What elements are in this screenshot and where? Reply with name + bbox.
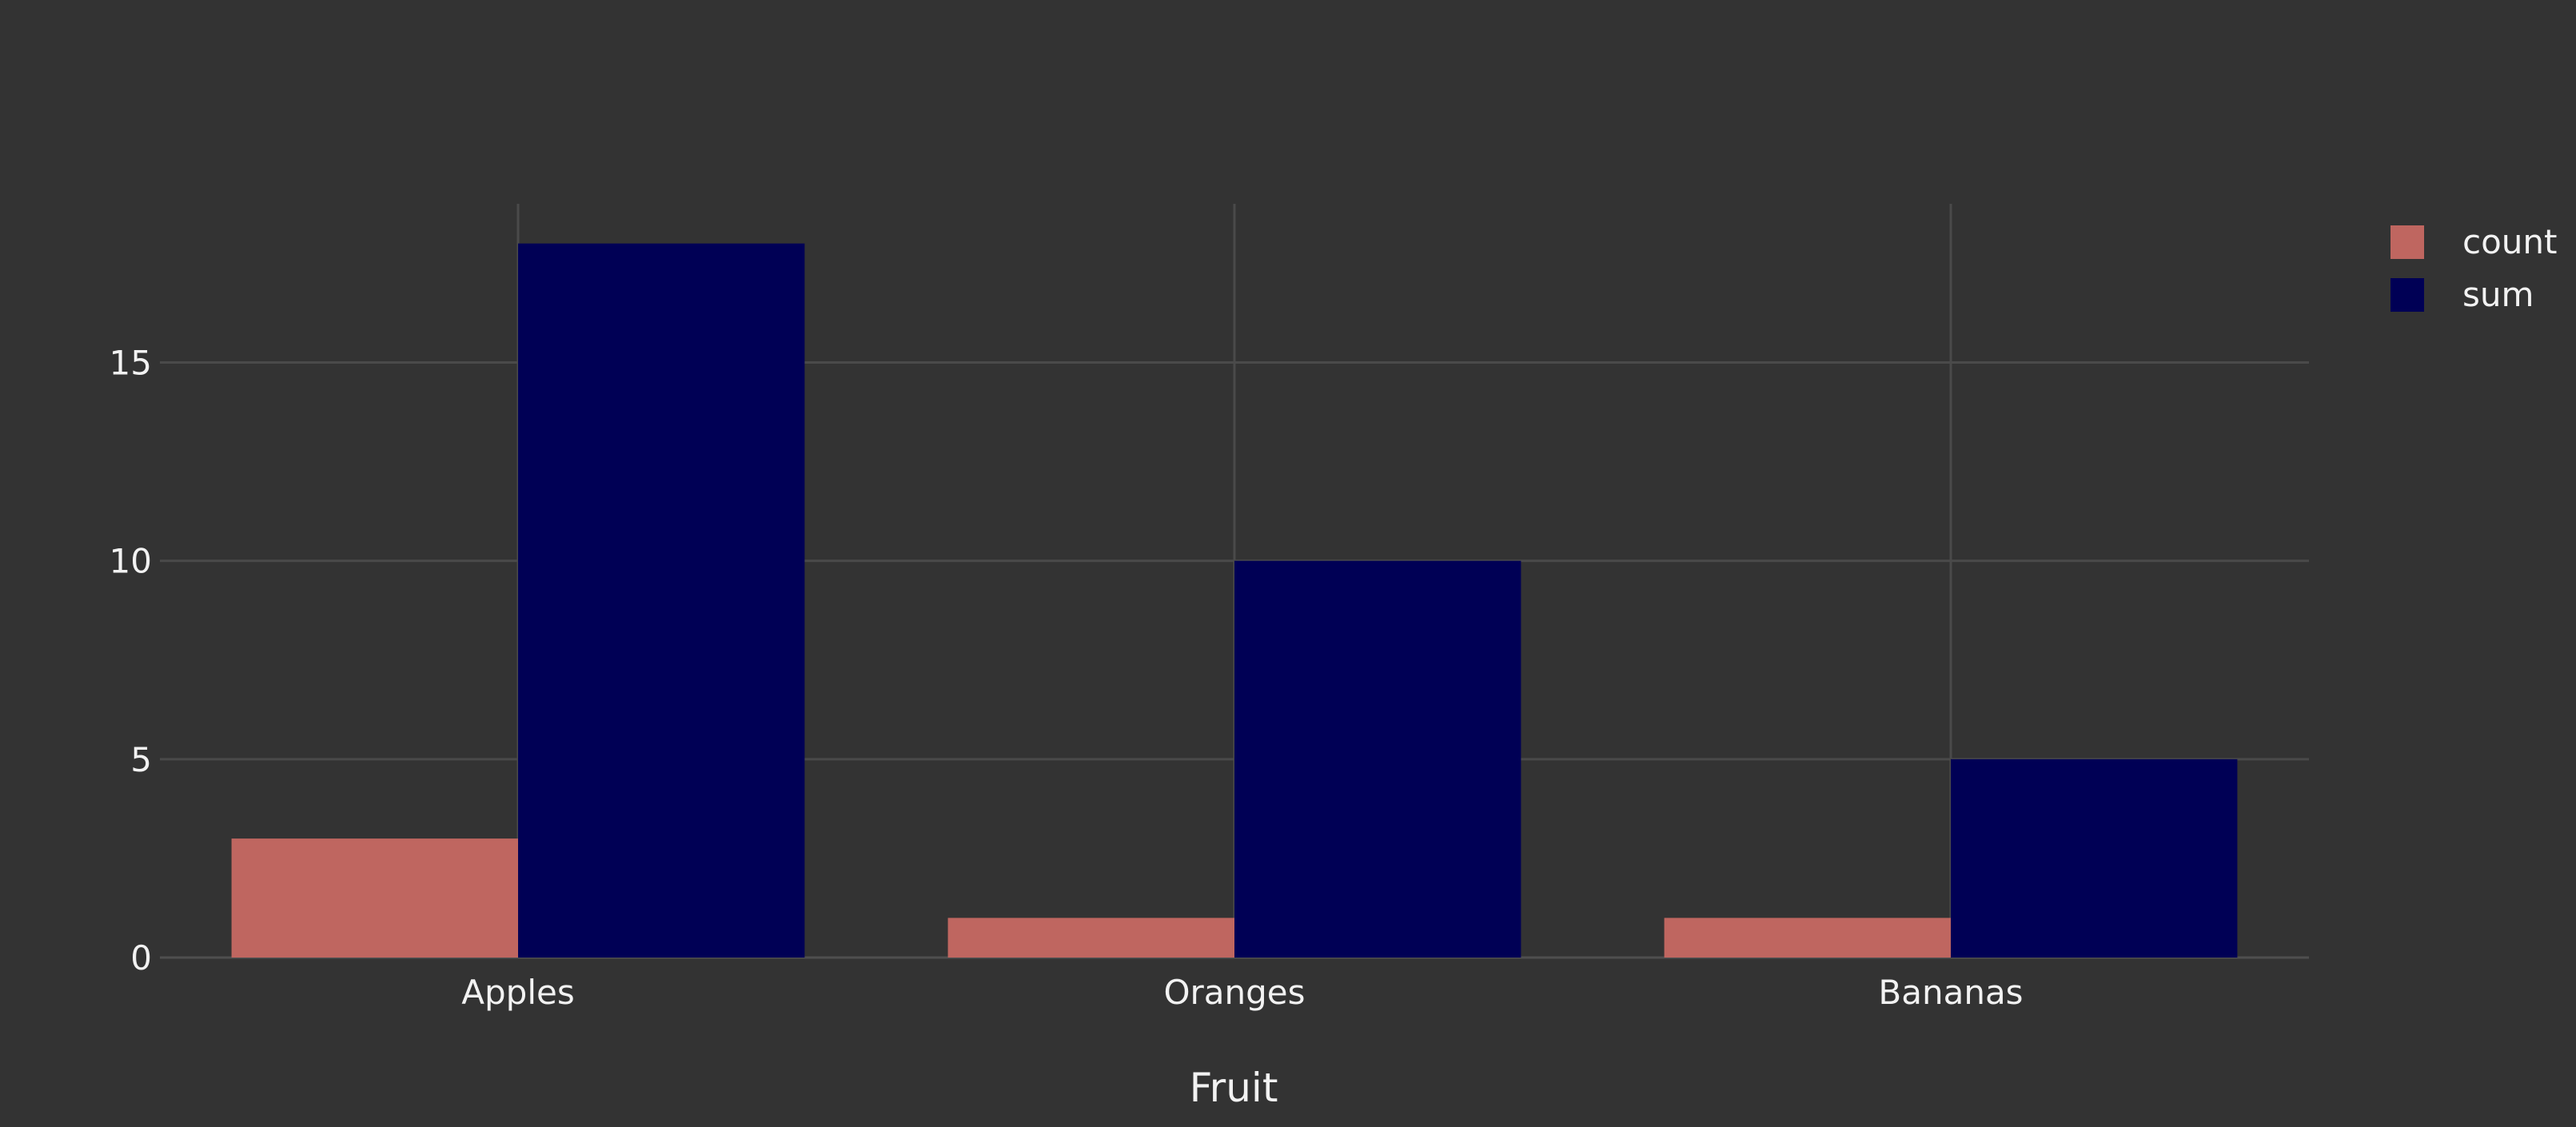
legend-swatch-count[interactable]	[2391, 225, 2424, 259]
legend-label-sum[interactable]: sum	[2462, 275, 2534, 314]
legend[interactable]: count sum	[2391, 222, 2558, 314]
bar-sum-apples[interactable]	[518, 243, 805, 958]
y-tick-label: 0	[130, 938, 152, 978]
y-tick-label: 10	[110, 542, 152, 581]
bar-sum-oranges[interactable]	[1234, 560, 1521, 958]
legend-label-count[interactable]: count	[2462, 222, 2558, 261]
bars-layer	[231, 243, 2238, 958]
bar-count-oranges[interactable]	[947, 918, 1234, 958]
y-tick-label: 5	[130, 740, 152, 779]
y-tick-label: 15	[110, 344, 152, 383]
x-axis-title: Fruit	[1190, 1065, 1278, 1111]
x-tick-label: Oranges	[1163, 973, 1305, 1012]
legend-swatch-sum[interactable]	[2391, 278, 2424, 312]
x-tick-label: Bananas	[1878, 973, 2023, 1012]
tick-labels: 0 5 10 15 Apples Oranges Bananas	[110, 344, 2024, 1012]
bar-sum-bananas[interactable]	[1951, 759, 2238, 958]
bar-count-bananas[interactable]	[1664, 918, 1951, 958]
x-tick-label: Apples	[461, 973, 574, 1012]
bar-count-apples[interactable]	[231, 838, 518, 958]
